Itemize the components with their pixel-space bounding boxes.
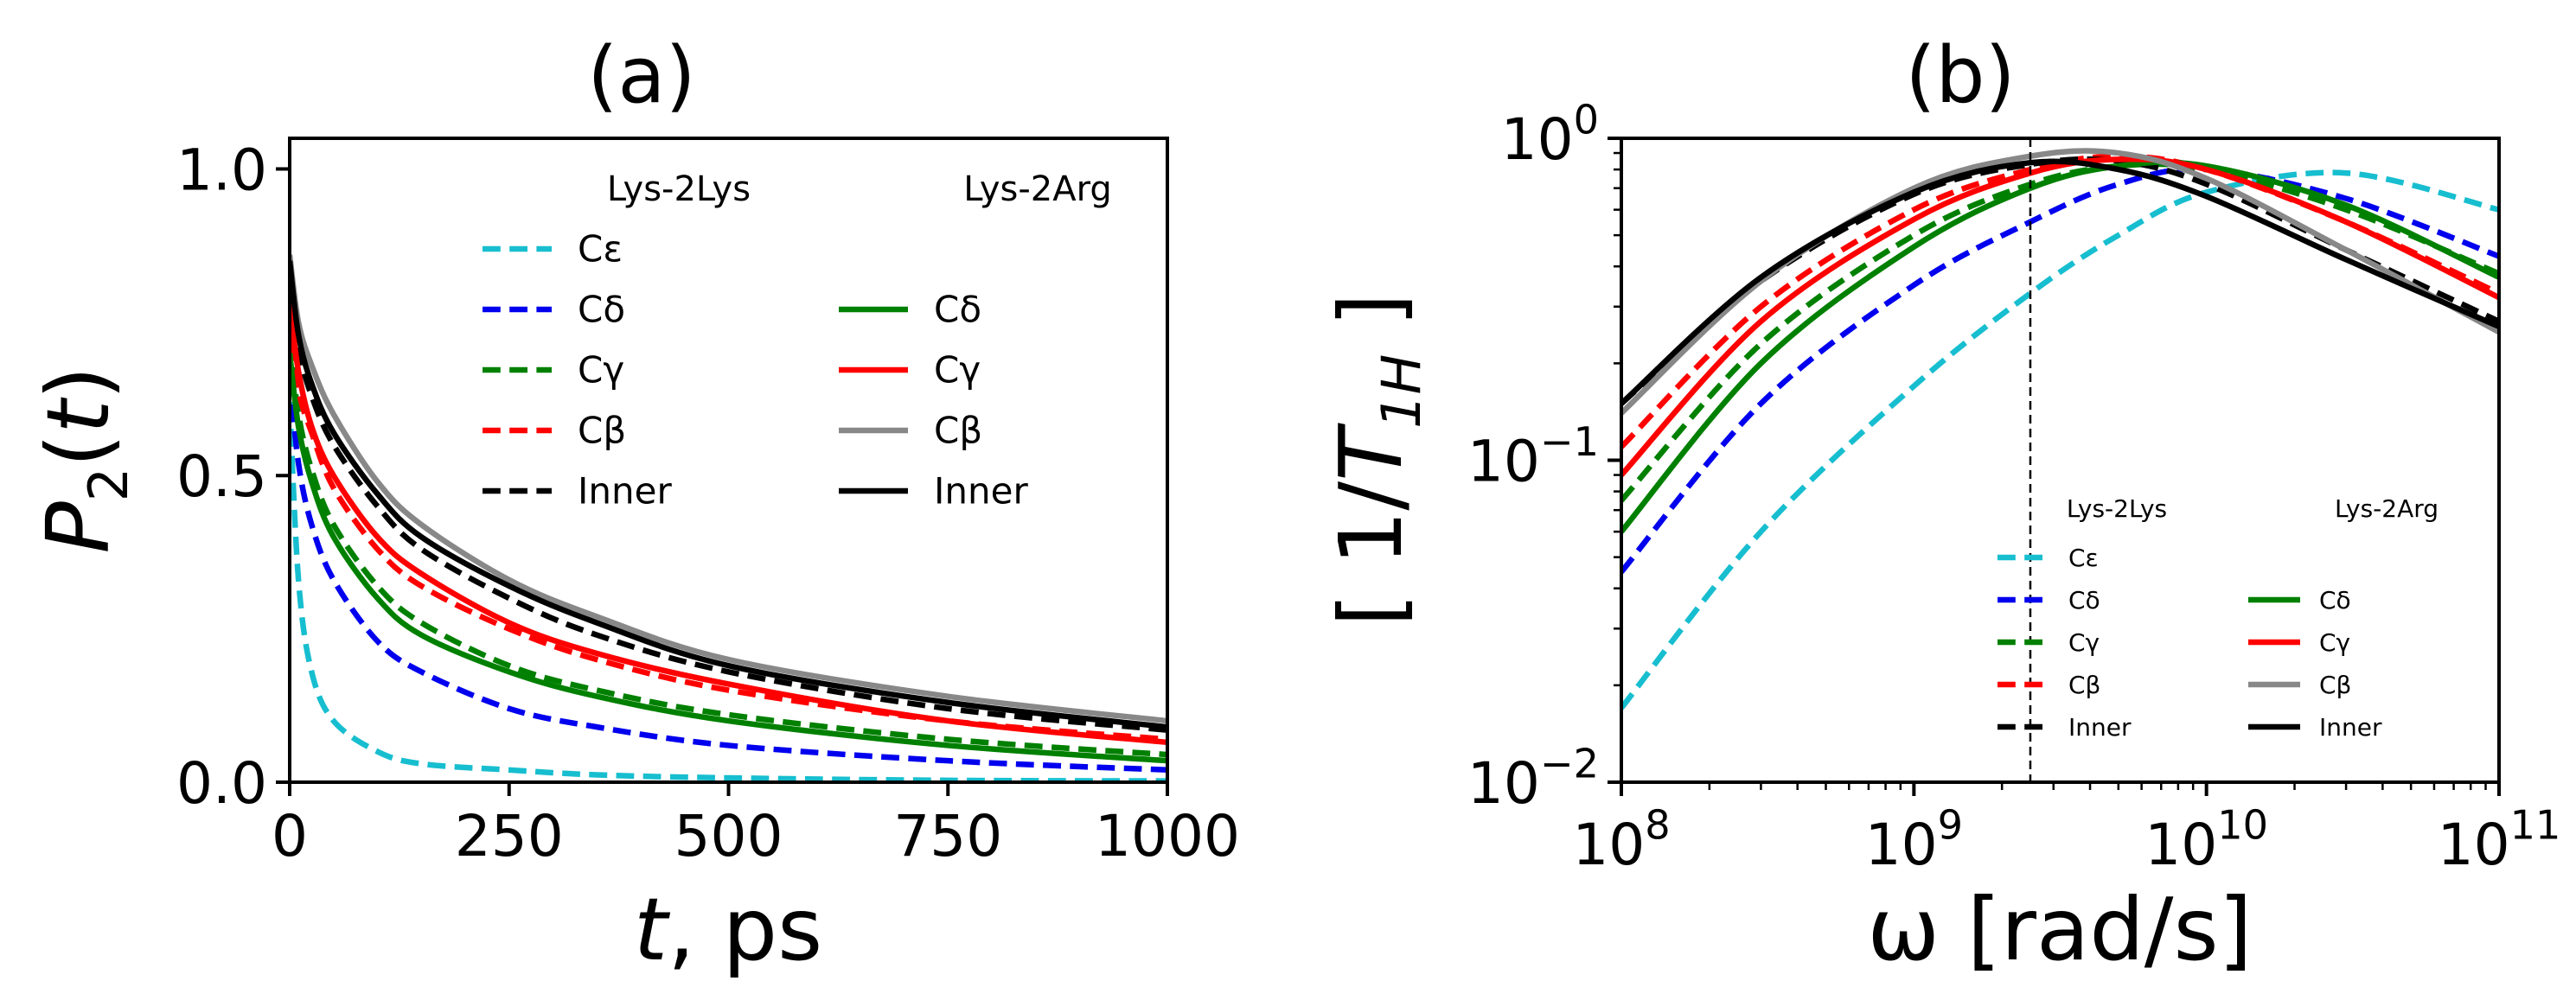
panel-a-legend-label-lys-2arg-cdelta: Cδ [934,289,981,331]
svg-text:t, ps: t, ps [634,879,822,980]
panel-b-x-tick-label: 109 [1865,801,1963,878]
panel-b-ylabel: [ 1/T1H ] [1320,293,1433,627]
svg-text:[ 1/T1H ]: [ 1/T1H ] [1320,293,1433,627]
panel-a-series-lys-2arg-inner [290,260,1167,730]
panel-a-legend-label-lys-2lys-cgamma: Cγ [578,349,624,392]
panel-a-legend-label-lys-2arg-cbeta: Cβ [934,410,982,452]
panel-b-legend-label-lys-2arg-cdelta: Cδ [2319,586,2351,615]
panel-b-y-tick-label: 10−2 [1467,740,1599,817]
panel-a-y-ticks: 0.0 0.5 1.0 [176,137,290,817]
panel-a-legend-title-left: Lys-2Lys [607,169,751,209]
panel-a-series-lys-2lys-cdelta [290,377,1167,774]
panel-a-y-tick-label: 0.0 [176,750,267,817]
panel-a-legend-label-lys-2lys-cdelta: Cδ [578,289,625,331]
panel-b-series-lys-2lys-cbeta [1621,153,2499,449]
panel-b-legend-label-lys-2lys-inner: Inner [2068,713,2132,742]
panel-b-legend-label-lys-2lys-cgamma: Cγ [2068,628,2100,657]
panel-a-series-lys-2lys-cgamma [290,340,1167,758]
svg-text:P2(t): P2(t) [28,366,140,553]
panel-b-series-lys-2lys-cdelta [1621,166,2499,574]
panel-b-legend-title-left: Lys-2Lys [2067,494,2167,523]
panel-b-x-ticks: 108 109 1010 1011 [1572,782,2560,878]
panel-b-legend-label-lys-2arg-inner: Inner [2319,713,2382,742]
panel-b: (b) 108 109 1010 1011 10−2 10−1 100 ω [rad/s]… [1320,30,2560,980]
panel-b-legend-label-lys-2arg-cbeta: Cβ [2319,671,2351,699]
panel-b-series-lys-2lys-cepsilon [1621,169,2499,710]
panel-b-legend-label-lys-2lys-cepsilon: Cε [2068,544,2099,572]
panel-b-legend-label-lys-2lys-cbeta: Cβ [2068,671,2100,699]
panel-a-legend-title-right: Lys-2Arg [963,169,1112,209]
panel-a-series-group [290,254,1167,782]
panel-a: (a) 0 250 500 750 1000 0.0 0.5 1.0 t, ps P2(t)… [28,30,1240,980]
panel-b-title: (b) [1905,30,2015,121]
panel-a-title: (a) [587,30,695,121]
panel-b-xlabel: ω [rad/s] [1867,879,2252,980]
panel-b-legend: Lys-2Lys Lys-2Arg Cε Cδ Cγ Cβ Inner Cδ Cγ Cβ Inner [1998,494,2439,742]
panel-a-y-tick-label: 0.5 [176,443,267,510]
panel-a-x-tick-label: 250 [455,803,564,869]
panel-b-legend-label-lys-2arg-cgamma: Cγ [2319,628,2350,657]
panel-b-series-lys-2arg-cgamma [1621,156,2499,477]
panel-a-y-tick-label: 1.0 [176,137,267,203]
panel-a-x-tick-label: 750 [893,803,1002,869]
panel-b-y-ticks: 10−2 10−1 100 [1467,96,1621,817]
panel-a-legend-label-lys-2arg-cgamma: Cγ [934,349,981,392]
panel-b-x-tick-label: 108 [1572,801,1670,878]
panel-a-series-lys-2arg-cdelta [290,352,1167,764]
panel-a-x-tick-label: 500 [674,803,783,869]
panel-b-series-lys-2arg-inner [1621,158,2499,406]
panel-a-xlabel: t, ps [634,879,822,980]
panel-b-series-group [1621,148,2499,710]
panel-a-series-lys-2lys-inner [290,266,1167,733]
panel-b-y-tick-label: 100 [1501,96,1599,173]
panel-b-legend-title-right: Lys-2Arg [2335,494,2439,523]
panel-a-legend: Lys-2Lys Lys-2Arg Cε Cδ Cγ Cβ Inner Cδ Cγ Cβ Inner [483,169,1112,513]
panel-b-x-tick-label: 1011 [2438,801,2561,878]
panel-a-x-ticks: 0 250 500 750 1000 [272,782,1240,869]
panel-b-frame [1620,137,2501,784]
panel-a-legend-label-lys-2arg-inner: Inner [934,470,1028,513]
panel-b-series-lys-2arg-cdelta [1621,159,2499,534]
panel-a-series-lys-2lys-cepsilon [290,401,1167,782]
panel-b-x-tick-label: 1010 [2145,801,2268,878]
panel-a-legend-label-lys-2lys-cbeta: Cβ [578,410,626,452]
panel-a-series-lys-2arg-cbeta [290,254,1167,724]
panel-b-series-lys-2arg-cbeta [1621,148,2499,416]
panel-b-y-tick-label: 10−1 [1467,418,1599,495]
panel-a-x-tick-label: 1000 [1095,803,1240,869]
panel-a-series-lys-2arg-cgamma [290,303,1167,746]
panel-a-ylabel: P2(t) [28,366,140,553]
panel-a-legend-label-lys-2lys-cepsilon: Cε [578,228,623,271]
panel-a-legend-label-lys-2lys-inner: Inner [578,470,672,513]
panel-a-x-tick-label: 0 [272,803,308,869]
panel-b-legend-label-lys-2lys-cdelta: Cδ [2068,586,2100,615]
